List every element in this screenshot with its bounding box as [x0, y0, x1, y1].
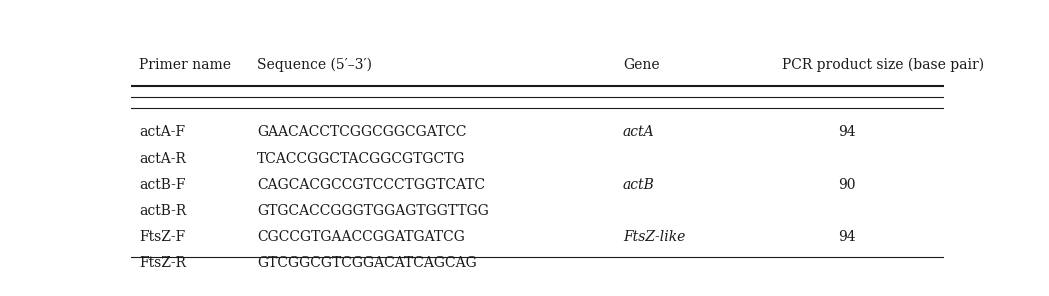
Text: actB-R: actB-R: [140, 204, 187, 218]
Text: CAGCACGCCGTCCCTGGTCATC: CAGCACGCCGTCCCTGGTCATC: [257, 178, 486, 192]
Text: Sequence (5′–3′): Sequence (5′–3′): [257, 58, 372, 72]
Text: actA-R: actA-R: [140, 152, 186, 165]
Text: actA: actA: [623, 126, 655, 139]
Text: TCACCGGCTACGGCGTGCTG: TCACCGGCTACGGCGTGCTG: [257, 152, 466, 165]
Text: actB: actB: [623, 178, 655, 192]
Text: GAACACCTCGGCGGCGATCC: GAACACCTCGGCGGCGATCC: [257, 126, 467, 139]
Text: PCR product size (base pair): PCR product size (base pair): [782, 58, 984, 72]
Text: 94: 94: [838, 126, 855, 139]
Text: Primer name: Primer name: [140, 58, 231, 72]
Text: FtsZ-R: FtsZ-R: [140, 256, 187, 271]
Text: FtsZ-like: FtsZ-like: [623, 230, 685, 244]
Text: actA-F: actA-F: [140, 126, 186, 139]
Text: Gene: Gene: [623, 58, 660, 72]
Text: GTGCACCGGGTGGAGTGGTTGG: GTGCACCGGGTGGAGTGGTTGG: [257, 204, 489, 218]
Text: CGCCGTGAACCGGATGATCG: CGCCGTGAACCGGATGATCG: [257, 230, 465, 244]
Text: FtsZ-F: FtsZ-F: [140, 230, 186, 244]
Text: 90: 90: [838, 178, 855, 192]
Text: actB-F: actB-F: [140, 178, 186, 192]
Text: GTCGGCGTCGGACATCAGCAG: GTCGGCGTCGGACATCAGCAG: [257, 256, 477, 271]
Text: 94: 94: [838, 230, 855, 244]
